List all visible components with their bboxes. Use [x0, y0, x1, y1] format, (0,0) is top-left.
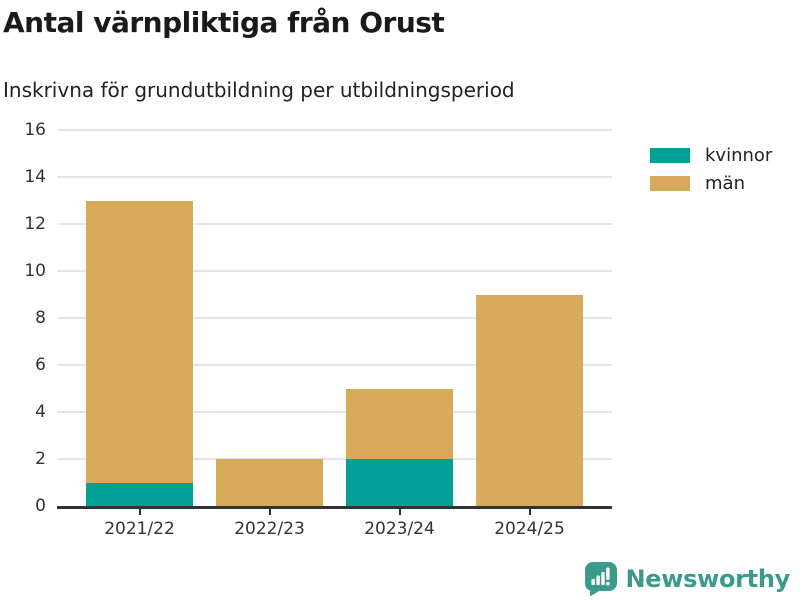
legend-swatch	[650, 147, 690, 163]
bar-2021/22	[86, 200, 193, 506]
bar-segment-män	[216, 459, 323, 506]
x-axis-tick-label: 2022/23	[234, 519, 305, 539]
x-axis-tick	[138, 509, 141, 515]
legend-item-kvinnor: kvinnor	[650, 144, 773, 166]
y-axis-tick-label: 10	[24, 261, 46, 281]
gridline	[57, 129, 612, 131]
brand-name: Newsworthy	[625, 564, 790, 593]
y-axis-tick-label: 4	[35, 402, 46, 422]
bar-segment-män	[476, 294, 583, 506]
bar-segment-män	[86, 200, 193, 483]
gridline	[57, 458, 612, 460]
bars	[57, 130, 612, 506]
legend-label: män	[705, 172, 745, 194]
x-axis-tick	[268, 509, 271, 515]
y-axis-tick-label: 14	[24, 167, 46, 187]
bar-segment-män	[346, 388, 453, 459]
y-axis-tick-label: 2	[35, 449, 46, 469]
gridline	[57, 270, 612, 272]
x-axis-tick-label: 2021/22	[104, 519, 175, 539]
y-axis-tick-label: 8	[35, 308, 46, 328]
y-axis-tick-label: 16	[24, 120, 46, 140]
bar-2023/24	[346, 388, 453, 506]
x-axis-tick-label: 2023/24	[364, 519, 435, 539]
gridline	[57, 411, 612, 413]
legend-swatch	[650, 175, 690, 191]
legend: kvinnor män	[650, 144, 773, 203]
x-axis-tick-label: 2024/25	[494, 519, 565, 539]
gridline	[57, 176, 612, 178]
y-axis: 0 2 4 6 8 10 12 14 16	[0, 0, 46, 600]
chart-subtitle: Inskrivna för grundutbildning per utbild…	[3, 78, 515, 102]
y-axis-tick-label: 12	[24, 214, 46, 234]
y-axis-tick-label: 0	[35, 496, 46, 516]
x-axis-category: 2023/24	[346, 509, 453, 539]
y-axis-tick-label: 6	[35, 355, 46, 375]
gridline	[57, 364, 612, 366]
x-axis: 2021/22 2022/23 2023/24 2024/25	[57, 509, 612, 539]
bar-2022/23	[216, 459, 323, 506]
legend-item-män: män	[650, 172, 772, 194]
x-axis-category: 2024/25	[476, 509, 583, 539]
brand-footer: Newsworthy	[584, 561, 790, 596]
bar-segment-kvinnor	[86, 482, 193, 506]
bar-2024/25	[476, 294, 583, 506]
gridline	[57, 317, 612, 319]
chart-title: Antal värnpliktiga från Orust	[3, 6, 445, 39]
x-axis-tick	[528, 509, 531, 515]
bar-segment-kvinnor	[346, 459, 453, 506]
newsworthy-logo-icon	[585, 562, 618, 596]
bar-chart-plot-area	[57, 129, 612, 509]
legend-label: kvinnor	[705, 144, 773, 166]
gridline	[57, 223, 612, 225]
x-axis-tick	[398, 509, 401, 515]
x-axis-category: 2022/23	[216, 509, 323, 539]
x-axis-category: 2021/22	[86, 509, 193, 539]
